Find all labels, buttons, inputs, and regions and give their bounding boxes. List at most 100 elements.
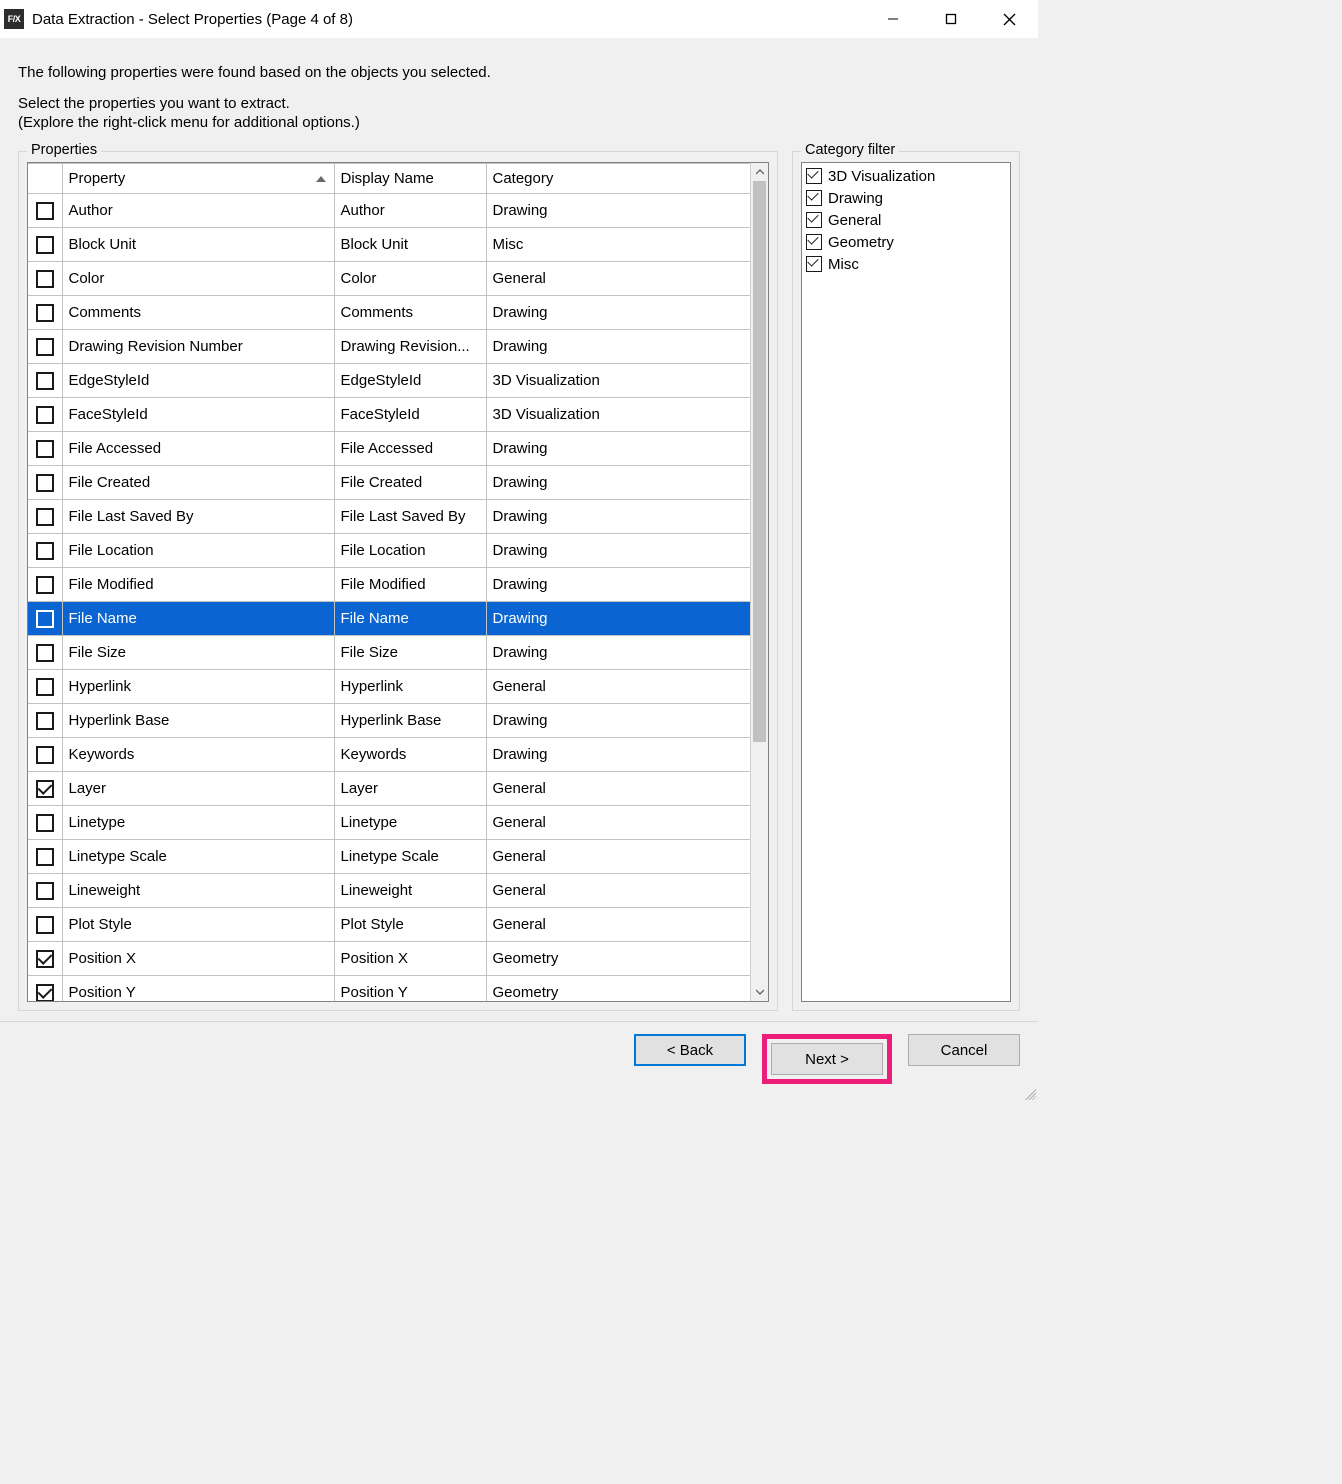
row-checkbox[interactable] [36, 372, 54, 390]
filter-checkbox[interactable] [806, 234, 822, 250]
row-checkbox[interactable] [36, 304, 54, 322]
table-row[interactable]: KeywordsKeywordsDrawing [28, 738, 750, 772]
table-row[interactable]: Hyperlink BaseHyperlink BaseDrawing [28, 704, 750, 738]
row-checkbox[interactable] [36, 202, 54, 220]
row-checkbox[interactable] [36, 440, 54, 458]
filter-checkbox[interactable] [806, 168, 822, 184]
row-checkbox-cell[interactable] [28, 568, 62, 602]
table-row[interactable]: File ModifiedFile ModifiedDrawing [28, 568, 750, 602]
minimize-button[interactable] [864, 0, 922, 38]
row-checkbox-cell[interactable] [28, 296, 62, 330]
row-checkbox[interactable] [36, 644, 54, 662]
row-checkbox-cell[interactable] [28, 534, 62, 568]
row-checkbox-cell[interactable] [28, 364, 62, 398]
row-checkbox[interactable] [36, 406, 54, 424]
row-checkbox-cell[interactable] [28, 840, 62, 874]
row-checkbox[interactable] [36, 338, 54, 356]
row-checkbox-cell[interactable] [28, 806, 62, 840]
scroll-up-icon[interactable] [751, 163, 768, 181]
row-checkbox[interactable] [36, 678, 54, 696]
next-button[interactable]: Next > [771, 1043, 883, 1075]
row-checkbox[interactable] [36, 542, 54, 560]
table-row[interactable]: File NameFile NameDrawing [28, 602, 750, 636]
row-checkbox-cell[interactable] [28, 670, 62, 704]
table-row[interactable]: Plot StylePlot StyleGeneral [28, 908, 750, 942]
row-checkbox-cell[interactable] [28, 262, 62, 296]
row-checkbox-cell[interactable] [28, 330, 62, 364]
table-row[interactable]: File SizeFile SizeDrawing [28, 636, 750, 670]
row-checkbox-cell[interactable] [28, 194, 62, 228]
row-checkbox-cell[interactable] [28, 942, 62, 976]
table-row[interactable]: Block UnitBlock UnitMisc [28, 228, 750, 262]
row-checkbox-cell[interactable] [28, 908, 62, 942]
row-checkbox-cell[interactable] [28, 704, 62, 738]
table-row[interactable]: Drawing Revision NumberDrawing Revision.… [28, 330, 750, 364]
col-display-name[interactable]: Display Name [334, 164, 486, 194]
table-row[interactable]: CommentsCommentsDrawing [28, 296, 750, 330]
row-checkbox[interactable] [36, 950, 54, 968]
row-checkbox-cell[interactable] [28, 398, 62, 432]
table-row[interactable]: ColorColorGeneral [28, 262, 750, 296]
row-checkbox[interactable] [36, 916, 54, 934]
table-row[interactable]: Position XPosition XGeometry [28, 942, 750, 976]
row-checkbox[interactable] [36, 746, 54, 764]
row-checkbox[interactable] [36, 508, 54, 526]
table-row[interactable]: FaceStyleIdFaceStyleId3D Visualization [28, 398, 750, 432]
row-checkbox-cell[interactable] [28, 874, 62, 908]
table-row[interactable]: File LocationFile LocationDrawing [28, 534, 750, 568]
col-property[interactable]: Property [62, 164, 334, 194]
row-checkbox[interactable] [36, 610, 54, 628]
row-checkbox-cell[interactable] [28, 228, 62, 262]
row-checkbox-cell[interactable] [28, 738, 62, 772]
row-checkbox-cell[interactable] [28, 466, 62, 500]
filter-checkbox[interactable] [806, 212, 822, 228]
row-checkbox[interactable] [36, 270, 54, 288]
row-checkbox[interactable] [36, 474, 54, 492]
table-row[interactable]: LinetypeLinetypeGeneral [28, 806, 750, 840]
col-category[interactable]: Category [486, 164, 750, 194]
row-checkbox[interactable] [36, 848, 54, 866]
table-scrollbar[interactable] [750, 163, 768, 1001]
row-checkbox-cell[interactable] [28, 976, 62, 1002]
row-checkbox-cell[interactable] [28, 432, 62, 466]
maximize-button[interactable] [922, 0, 980, 38]
filter-item[interactable]: General [806, 209, 1006, 231]
filter-item[interactable]: Misc [806, 253, 1006, 275]
row-checkbox[interactable] [36, 712, 54, 730]
table-row[interactable]: File AccessedFile AccessedDrawing [28, 432, 750, 466]
filter-checkbox[interactable] [806, 256, 822, 272]
close-button[interactable] [980, 0, 1038, 38]
table-row[interactable]: AuthorAuthorDrawing [28, 194, 750, 228]
cancel-button[interactable]: Cancel [908, 1034, 1020, 1066]
table-row[interactable]: LayerLayerGeneral [28, 772, 750, 806]
row-checkbox[interactable] [36, 576, 54, 594]
table-row[interactable]: File Last Saved ByFile Last Saved ByDraw… [28, 500, 750, 534]
row-checkbox-cell[interactable] [28, 636, 62, 670]
table-row[interactable]: HyperlinkHyperlinkGeneral [28, 670, 750, 704]
scroll-track[interactable] [751, 181, 768, 983]
row-checkbox-cell[interactable] [28, 772, 62, 806]
resize-grip-icon[interactable] [1022, 1086, 1036, 1100]
row-checkbox-cell[interactable] [28, 602, 62, 636]
col-checkbox[interactable] [28, 164, 62, 194]
row-checkbox[interactable] [36, 814, 54, 832]
table-row[interactable]: File CreatedFile CreatedDrawing [28, 466, 750, 500]
dialog-footer: < Back Next > Cancel [0, 1021, 1038, 1102]
table-row[interactable]: Linetype ScaleLinetype ScaleGeneral [28, 840, 750, 874]
filter-checkbox[interactable] [806, 190, 822, 206]
properties-table[interactable]: Property Display Name Category AuthorAut… [28, 163, 750, 1001]
table-row[interactable]: Position YPosition YGeometry [28, 976, 750, 1002]
scroll-thumb[interactable] [753, 181, 766, 742]
row-checkbox[interactable] [36, 882, 54, 900]
filter-item[interactable]: 3D Visualization [806, 165, 1006, 187]
table-row[interactable]: EdgeStyleIdEdgeStyleId3D Visualization [28, 364, 750, 398]
row-checkbox[interactable] [36, 780, 54, 798]
filter-item[interactable]: Drawing [806, 187, 1006, 209]
row-checkbox[interactable] [36, 236, 54, 254]
row-checkbox[interactable] [36, 984, 54, 1001]
back-button[interactable]: < Back [634, 1034, 746, 1066]
row-checkbox-cell[interactable] [28, 500, 62, 534]
table-row[interactable]: LineweightLineweightGeneral [28, 874, 750, 908]
filter-item[interactable]: Geometry [806, 231, 1006, 253]
scroll-down-icon[interactable] [751, 983, 768, 1001]
